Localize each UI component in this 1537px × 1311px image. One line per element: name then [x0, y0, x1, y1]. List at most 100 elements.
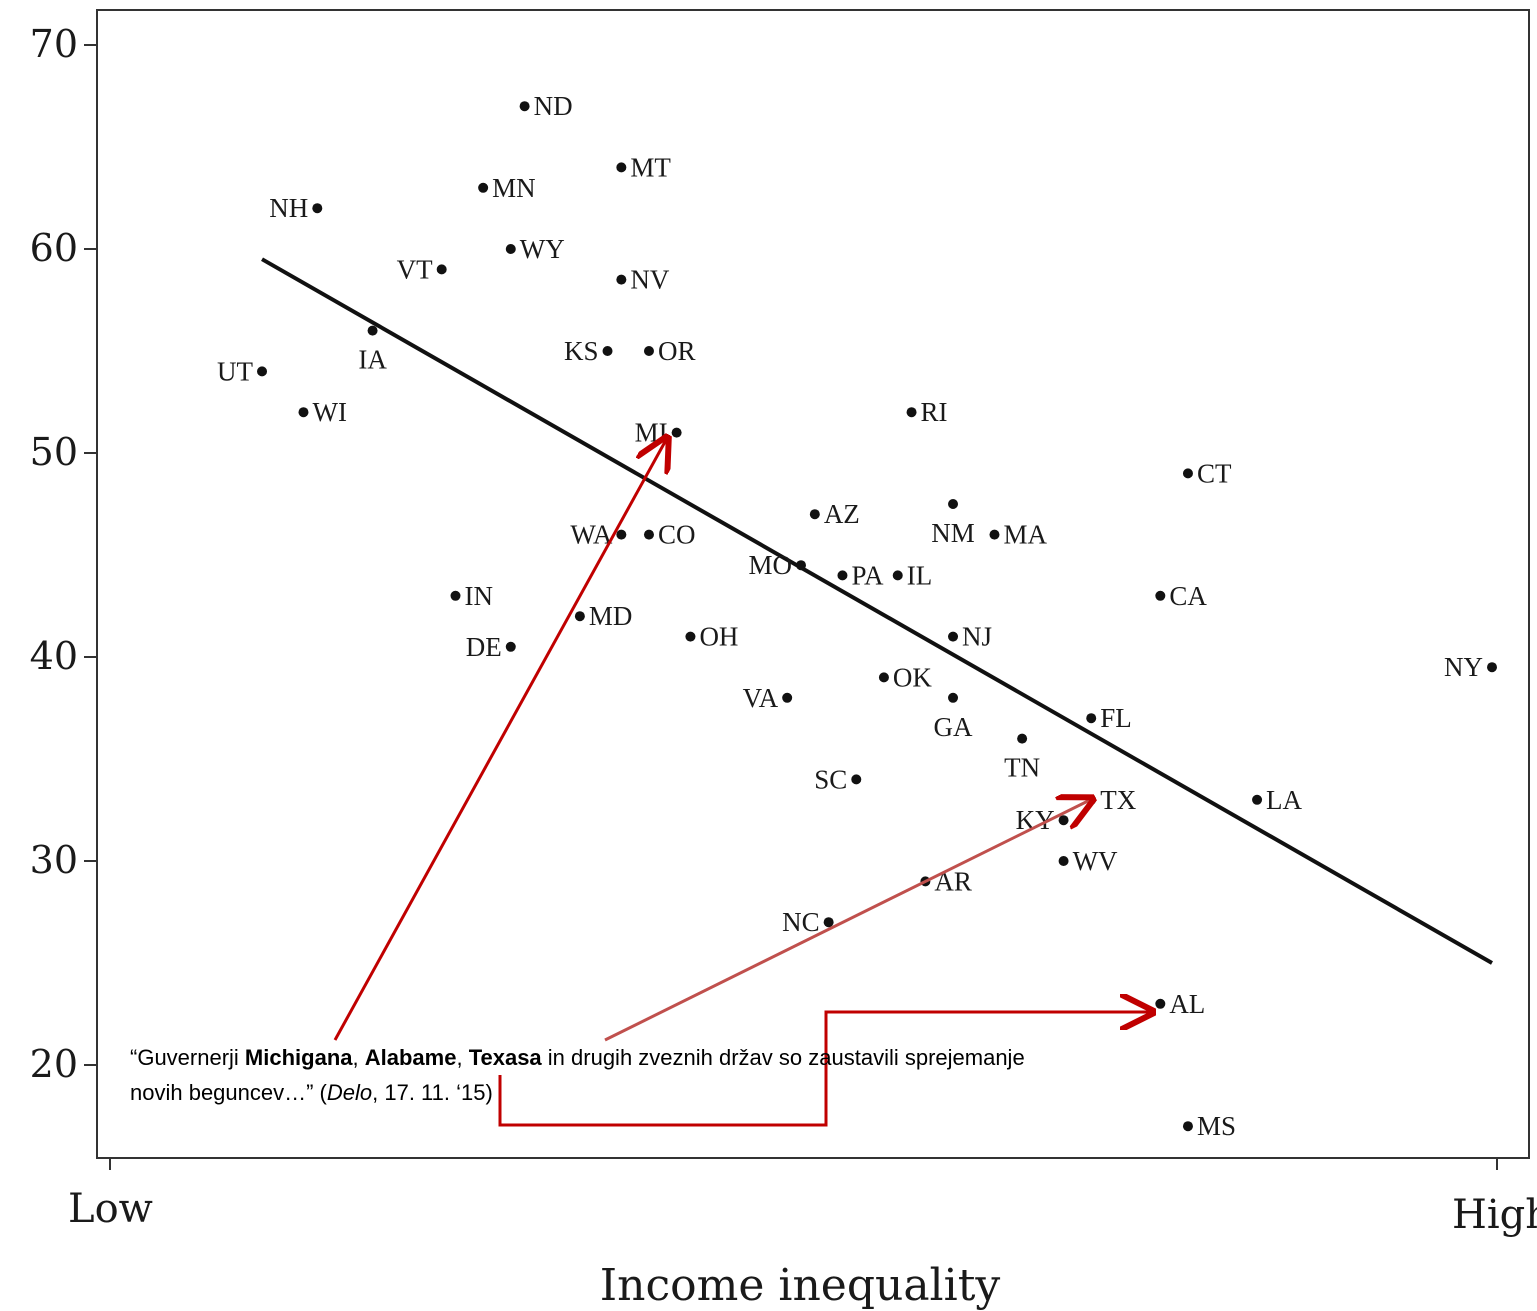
data-point-de: [505, 641, 516, 652]
y-tick-label: 20: [30, 1042, 78, 1086]
point-label-nm: NM: [931, 518, 975, 548]
data-point-ri: [906, 407, 917, 418]
point-label-co: CO: [658, 520, 696, 550]
point-label-ks: KS: [564, 336, 599, 366]
point-label-sc: SC: [814, 764, 847, 794]
point-label-nj: NJ: [962, 622, 992, 652]
data-point-mn: [478, 182, 489, 193]
data-point-tn: [1017, 733, 1028, 744]
y-tick-label: 40: [30, 634, 78, 678]
plot-frame: [96, 9, 1530, 1159]
point-label-wv: WV: [1073, 846, 1118, 876]
quote-source: Delo: [326, 1080, 373, 1105]
y-tick-label: 30: [30, 838, 78, 882]
data-point-va: [782, 692, 793, 703]
data-point-nm: [948, 499, 959, 509]
x-axis: Low High Income inequality: [68, 1158, 1537, 1311]
data-point-ia: [367, 325, 378, 336]
point-label-ms: MS: [1197, 1111, 1236, 1141]
y-tick-label: 70: [30, 22, 78, 66]
data-point-mo: [796, 560, 806, 571]
point-label-tx: TX: [1100, 785, 1136, 815]
point-label-pa: PA: [851, 560, 884, 590]
quote-rest: in drugih zveznih držav so zaustavili sp…: [130, 1045, 1025, 1105]
data-point-ky: [1058, 815, 1069, 826]
data-point-ct: [1182, 468, 1193, 479]
point-label-ia: IA: [358, 345, 387, 375]
data-point-wa: [616, 529, 627, 540]
data-point-wi: [298, 407, 309, 418]
point-label-ma: MA: [1003, 520, 1047, 550]
quote-texas: Texasa: [468, 1045, 542, 1070]
data-point-la: [1252, 794, 1263, 805]
point-label-ga: GA: [934, 712, 973, 742]
data-point-md: [574, 611, 585, 622]
data-point-mt: [616, 162, 627, 173]
quote-michigan: Michigana: [244, 1045, 353, 1070]
x-axis-title: Income inequality: [600, 1260, 1001, 1311]
data-point-in: [450, 590, 461, 601]
point-label-mo: MO: [748, 550, 792, 580]
data-point-al: [1155, 998, 1166, 1009]
point-label-wa: WA: [570, 520, 612, 550]
annotation-arrows: [333, 440, 1150, 1127]
point-label-az: AZ: [824, 499, 860, 529]
point-label-al: AL: [1169, 989, 1205, 1019]
point-label-va: VA: [743, 683, 779, 713]
point-label-md: MD: [589, 601, 633, 631]
data-point-pa: [837, 570, 848, 581]
point-label-wi: WI: [312, 397, 346, 427]
point-label-nh: NH: [269, 193, 308, 223]
data-point-ks: [602, 346, 613, 356]
point-label-vt: VT: [397, 254, 433, 284]
annotation-quote: “Guvernerji Michigana, Alabame, Texasa i…: [130, 1040, 1030, 1110]
point-label-ok: OK: [893, 662, 932, 692]
point-label-ut: UT: [217, 356, 253, 386]
point-label-ar: AR: [934, 866, 972, 896]
data-point-nh: [312, 203, 323, 214]
x-tick-label-low: Low: [68, 1186, 153, 1232]
point-label-mn: MN: [492, 173, 536, 203]
point-label-oh: OH: [699, 622, 738, 652]
point-label-wy: WY: [520, 234, 565, 264]
point-label-nc: NC: [782, 907, 820, 937]
point-label-ri: RI: [921, 397, 948, 427]
point-label-fl: FL: [1100, 703, 1132, 733]
y-tick-label: 50: [30, 430, 78, 474]
y-tick-label: 60: [30, 226, 78, 270]
data-point-nv: [616, 274, 627, 285]
arrow-to-texas: [604, 800, 1090, 1042]
point-label-ny: NY: [1444, 652, 1483, 682]
data-point-il: [892, 570, 903, 581]
point-label-il: IL: [907, 560, 932, 590]
quote-date: , 17. 11. ‘15): [372, 1080, 493, 1105]
data-point-ms: [1182, 1121, 1193, 1132]
point-label-tn: TN: [1004, 753, 1040, 783]
data-point-az: [809, 509, 820, 520]
point-label-or: OR: [658, 336, 696, 366]
data-point-oh: [685, 631, 696, 642]
y-axis: 20 30 40 50 60 70: [30, 22, 97, 1086]
point-label-nd: ND: [534, 91, 573, 121]
point-label-in: IN: [465, 581, 494, 611]
data-point-vt: [436, 264, 447, 275]
data-point-wy: [505, 244, 516, 254]
arrow-to-alabama: [498, 1012, 1150, 1127]
quote-sep1: ,: [352, 1045, 365, 1070]
point-label-la: LA: [1266, 785, 1302, 815]
point-label-mt: MT: [630, 152, 671, 182]
quote-sep2: ,: [456, 1045, 469, 1070]
point-label-de: DE: [466, 632, 502, 662]
data-point-fl: [1086, 713, 1097, 724]
point-label-ct: CT: [1197, 458, 1232, 488]
point-label-ca: CA: [1169, 581, 1207, 611]
arrow-to-michigan: [333, 440, 666, 1041]
data-point-wv: [1058, 856, 1069, 866]
trend-line: [261, 257, 1493, 965]
data-point-nd: [519, 101, 530, 112]
data-point-sc: [851, 774, 862, 785]
point-label-nv: NV: [630, 265, 669, 295]
data-point-ca: [1155, 590, 1166, 601]
